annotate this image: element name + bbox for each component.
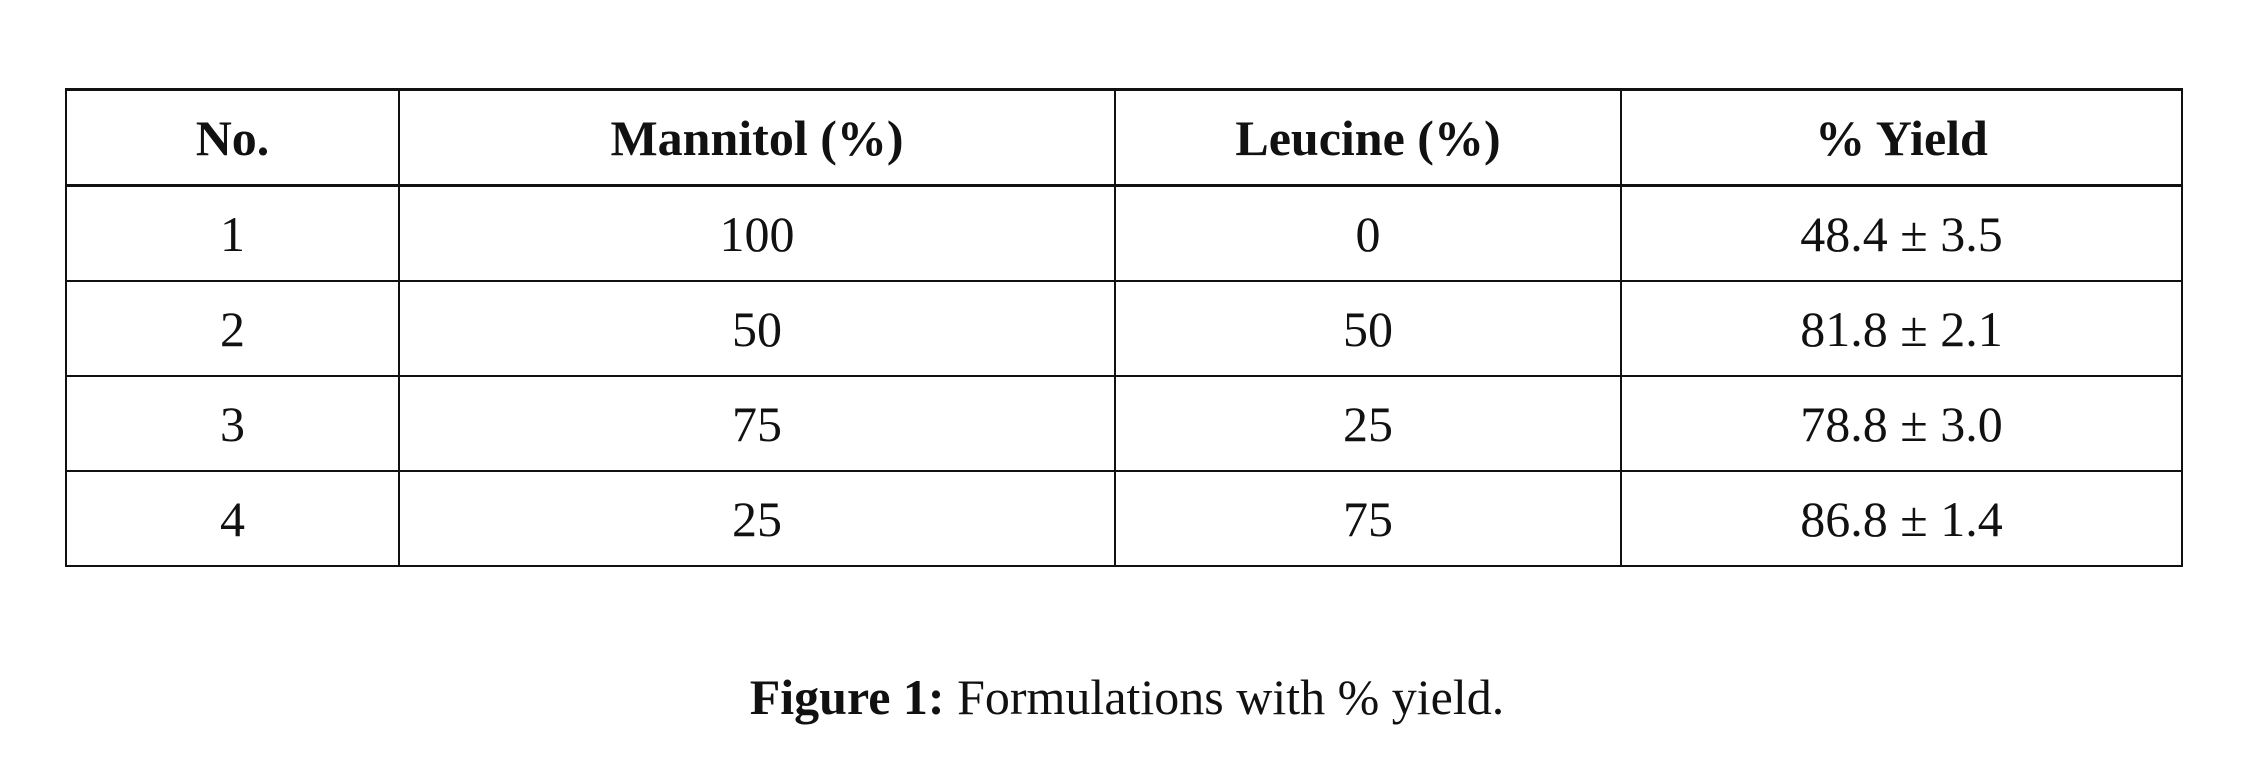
- table-cell: 25: [1114, 375, 1622, 472]
- table-cell: 3: [65, 375, 400, 472]
- table-row: 2 50 50 81.8 ± 2.1: [65, 280, 2183, 377]
- header-cell: % Yield: [1620, 88, 2183, 187]
- table-cell: 0: [1114, 184, 1622, 282]
- table-cell: 1: [65, 184, 400, 282]
- table-cell: 4: [65, 470, 400, 567]
- formulation-table: No. Mannitol (%) Leucine (%)% Yield 1 100 0 4…: [65, 88, 2183, 567]
- table-cell: 86.8 ± 1.4: [1620, 470, 2183, 567]
- table-cell: 75: [1114, 470, 1622, 567]
- table-row: 4 25 75 86.8 ± 1.4: [65, 470, 2183, 567]
- table-cell: 50: [398, 280, 1116, 377]
- table-row: 3 75 25 78.8 ± 3.0: [65, 375, 2183, 472]
- header-cell: No.: [65, 88, 400, 187]
- caption: Figure 1: Formulations with % yield.: [0, 668, 2254, 726]
- table-cell: 78.8 ± 3.0: [1620, 375, 2183, 472]
- table-cell: 48.4 ± 3.5: [1620, 184, 2183, 282]
- header-cell: Mannitol (%): [398, 88, 1116, 187]
- table-cell: 50: [1114, 280, 1622, 377]
- caption-label: Figure 1:: [749, 669, 945, 725]
- table-cell: 75: [398, 375, 1116, 472]
- table-cell: 2: [65, 280, 400, 377]
- header-cell: Leucine (%): [1114, 88, 1622, 187]
- table-row: 1 100 0 48.4 ± 3.5: [65, 184, 2183, 282]
- table-cell: 81.8 ± 2.1: [1620, 280, 2183, 377]
- header-row: No. Mannitol (%) Leucine (%)% Yield: [65, 88, 2183, 187]
- table-cell: 25: [398, 470, 1116, 567]
- table-cell: 100: [398, 184, 1116, 282]
- table-header: No. Mannitol (%) Leucine (%)% Yield: [65, 88, 2183, 187]
- caption-text: Formulations with % yield.: [957, 669, 1505, 725]
- table-body: 1 100 0 48.4 ± 3.5 2 50 50 81.8 ± 2.1 3 75 25 78.8 …: [65, 184, 2183, 567]
